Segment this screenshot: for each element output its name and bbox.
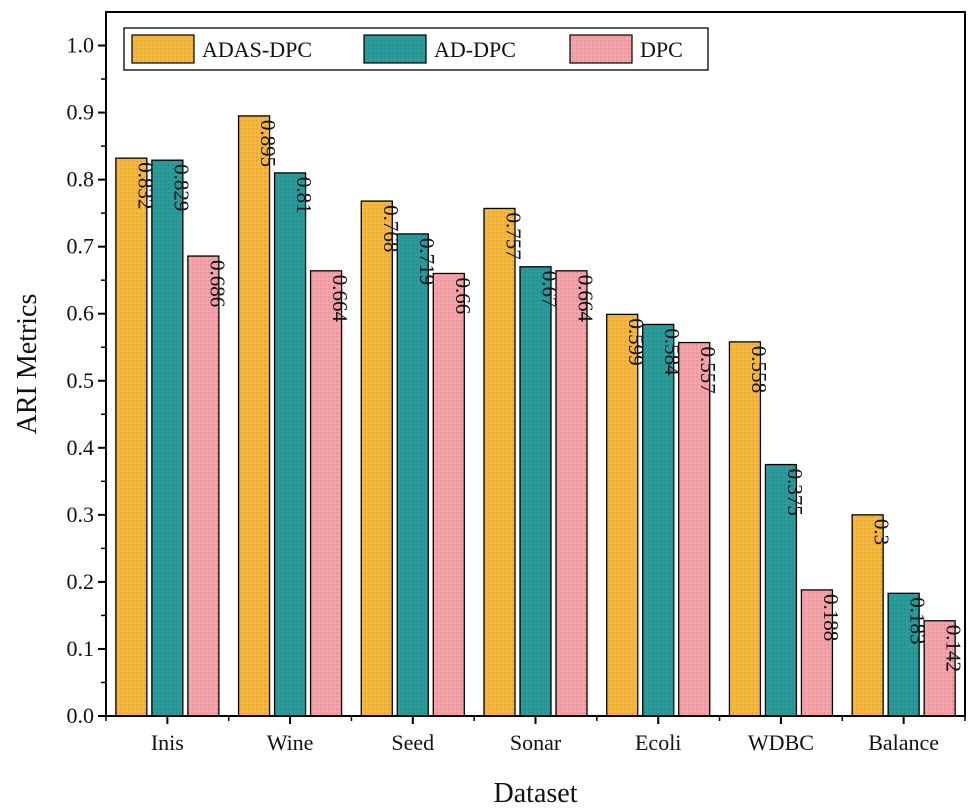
bar-value-label: 0.3 [870,519,894,545]
bar-adas-dpc-wdbc [728,341,762,717]
bar-texture [556,270,587,716]
bar-value-label: 0.829 [169,164,193,211]
bar-value-label: 0.664 [574,275,598,323]
bar-texture [678,342,710,716]
bar-dpc-balance [923,620,956,717]
x-tick-label: WDBC [748,730,814,755]
bar-ad-dpc-wine [273,172,307,717]
x-tick-label: Inis [151,730,184,755]
x-tick-label: Wine [267,730,314,755]
bar-ad-dpc-ecoli [642,323,675,717]
y-axis-title: ARI Metrics [12,294,43,435]
bar-texture [151,160,183,716]
x-axis-title: Dataset [494,778,578,809]
bar-value-label: 0.81 [292,177,316,214]
bars-layer [115,115,956,717]
legend-item-adas-dpc: ADAS-DPC [131,34,312,64]
bar-texture [310,270,342,716]
bar-value-label: 0.66 [451,277,475,314]
legend-swatch-texture [132,35,194,63]
legend-label: AD-DPC [434,37,516,62]
bar-ad-dpc-sonar [519,266,552,717]
bar-value-label: 0.557 [696,347,720,394]
bar-texture [729,341,761,716]
y-tick-label: 0.5 [67,368,95,393]
x-tick-label: Seed [391,730,434,755]
bar-dpc-sonar [555,270,588,717]
bar-texture [606,314,638,716]
bar-value-label: 0.558 [747,346,771,393]
y-tick-label: 0.7 [67,234,95,259]
bar-texture [852,514,884,716]
bar-dpc-inis [187,255,220,717]
bar-value-label: 0.895 [256,120,280,167]
bar-value-label: 0.757 [502,212,526,259]
bar-dpc-seed [432,272,465,717]
y-tick-label: 0.9 [67,100,95,125]
bar-texture [187,256,219,716]
bar-adas-dpc-sonar [483,207,516,717]
y-tick-label: 0.8 [67,167,95,192]
bar-adas-dpc-balance [851,514,884,717]
bar-value-label: 0.183 [906,597,930,644]
bar-texture [274,172,306,716]
bar-ad-dpc-seed [396,233,429,717]
bar-value-label: 0.832 [133,162,157,209]
bar-ad-dpc-wdbc [764,463,798,717]
bar-value-label: 0.599 [624,318,648,365]
legend-label: DPC [640,37,683,62]
legend-item-dpc: DPC [569,34,683,64]
y-tick-label: 1.0 [67,33,95,58]
bar-texture [484,208,515,716]
bar-value-label: 0.719 [415,238,439,285]
bar-value-label: 0.664 [328,275,352,323]
bar-adas-dpc-ecoli [606,313,639,717]
legend-swatch-texture [570,35,632,63]
y-tick-label: 0.1 [67,636,95,661]
bar-ad-dpc-inis [151,159,184,717]
x-axis: Inis Wine Seed Sonar Ecoli WDBC Balance [105,716,966,755]
bar-texture [115,158,147,716]
bar-texture [397,233,429,716]
bar-value-label: 0.768 [379,205,403,252]
bar-adas-dpc-seed [360,200,393,717]
legend: ADAS-DPC AD-DPC DPC [123,27,709,71]
bar-value-label: 0.67 [538,271,562,308]
bar-adas-dpc-inis [115,157,148,717]
y-axis: 0.0 0.1 0.2 0.3 0.4 0.5 0.6 0.7 0.8 0.9 1.0 [67,33,106,728]
bar-texture [924,620,956,716]
y-tick-label: 0.2 [67,569,95,594]
bar-texture [433,273,465,716]
bar-texture [801,589,833,716]
x-tick-label: Balance [868,730,939,755]
y-tick-label: 0.0 [67,703,95,728]
bar-texture [765,464,797,716]
bar-texture [642,324,674,716]
value-labels-layer: 0.832 0.829 0.686 0.895 0.81 0.664 0.768 0.719 0… [133,120,965,672]
y-tick-label: 0.6 [67,301,95,326]
y-tick-label: 0.4 [67,435,95,460]
bar-value-label: 0.686 [205,260,229,307]
bar-texture [520,266,551,716]
bar-dpc-ecoli [678,341,711,717]
x-tick-label: Ecoli [635,730,681,755]
bar-value-label: 0.188 [819,594,843,641]
legend-label: ADAS-DPC [202,37,312,62]
bar-texture [361,201,393,716]
bar-adas-dpc-wine [237,115,271,717]
bar-dpc-wdbc [800,589,834,717]
bar-texture [238,115,270,716]
bar-value-label: 0.375 [783,469,807,516]
legend-swatch-texture [364,35,426,63]
bar-texture [888,593,920,716]
x-tick-label: Sonar [510,730,562,755]
bar-value-label: 0.142 [942,625,966,672]
y-tick-label: 0.3 [67,502,95,527]
bar-dpc-wine [309,270,343,717]
bar-value-label: 0.584 [660,328,684,376]
legend-item-ad-dpc: AD-DPC [363,34,516,64]
